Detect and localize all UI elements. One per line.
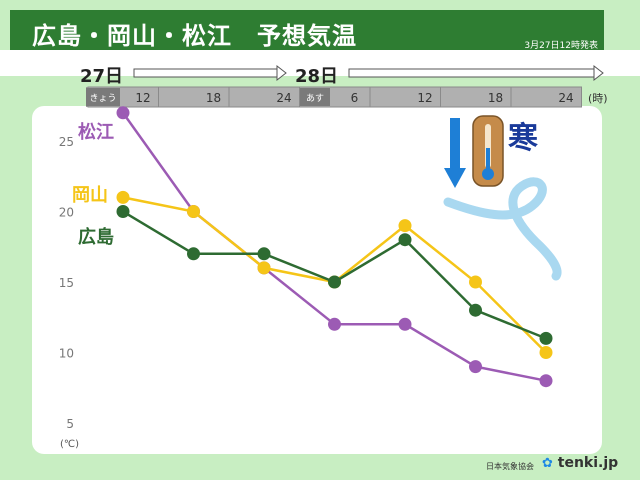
data-point: [539, 346, 553, 359]
y-tick-label: 5: [66, 417, 74, 431]
series-label-2: 広島: [78, 226, 114, 248]
cold-label: 寒: [508, 121, 538, 156]
time-tick-label: 24: [558, 91, 573, 105]
data-point: [469, 360, 482, 374]
header-bar: 広島・岡山・松江 予想気温 3月27日12時発表: [10, 10, 604, 51]
day-arrow-27-head: [276, 64, 287, 82]
tomorrow-label: あす: [306, 93, 324, 104]
issued-time: 3月27日12時発表: [524, 41, 598, 51]
cold-arrow-icon: [444, 168, 466, 188]
source-org: 日本気象協会: [486, 462, 534, 471]
day-arrow-27: [133, 68, 278, 78]
tenki-logo-icon: ✿: [542, 456, 553, 471]
data-point: [328, 275, 341, 289]
time-tick-label: 12: [135, 91, 150, 105]
time-tick-label: 18: [488, 91, 503, 105]
data-point: [539, 331, 553, 345]
data-point: [187, 247, 200, 261]
series-label-1: 岡山: [72, 185, 108, 206]
day-arrow-28-head: [593, 64, 604, 82]
today-badge: [86, 88, 120, 106]
day-label-28: 28日: [295, 66, 338, 87]
time-tick-label: 24: [276, 91, 291, 105]
time-tick-label: 18: [206, 91, 221, 105]
series-label-0: 松江: [78, 121, 114, 143]
time-cell: [510, 86, 582, 108]
data-point: [469, 275, 482, 289]
data-point: [539, 374, 553, 388]
y-tick-label: 10: [59, 347, 74, 361]
data-point: [116, 205, 130, 218]
data-point: [328, 317, 341, 331]
cold-arrow-shaft: [450, 118, 460, 170]
time-tick-label: 6: [351, 91, 359, 105]
data-point: [116, 106, 130, 120]
y-tick-label: 15: [59, 276, 74, 290]
y-tick-label: 20: [59, 206, 74, 220]
data-point: [116, 190, 130, 204]
data-point: [398, 317, 412, 331]
chart-panel: [32, 106, 602, 454]
time-tick-label: 12: [417, 91, 432, 105]
source-logo-text: tenki.jp: [557, 455, 619, 471]
hour-unit: (時): [588, 92, 608, 105]
data-point: [257, 247, 271, 261]
today-label: きょう: [89, 93, 116, 104]
data-point: [398, 219, 412, 233]
page-title: 広島・岡山・松江 予想気温: [32, 22, 357, 50]
data-point: [469, 303, 482, 317]
wind-swirl-icon: [443, 177, 562, 281]
data-point: [187, 205, 200, 218]
thermometer-mercury: [486, 148, 490, 170]
y-tick-label: 25: [59, 135, 74, 149]
day-label-27: 27日: [80, 66, 123, 87]
day-arrow-28: [348, 68, 595, 78]
data-point: [257, 261, 271, 275]
thermometer-bulb: [482, 168, 494, 180]
source-logo: ✿ tenki.jp: [542, 455, 618, 471]
y-axis-unit: (℃): [60, 439, 79, 450]
tomorrow-badge: [300, 88, 330, 106]
data-point: [398, 233, 412, 247]
